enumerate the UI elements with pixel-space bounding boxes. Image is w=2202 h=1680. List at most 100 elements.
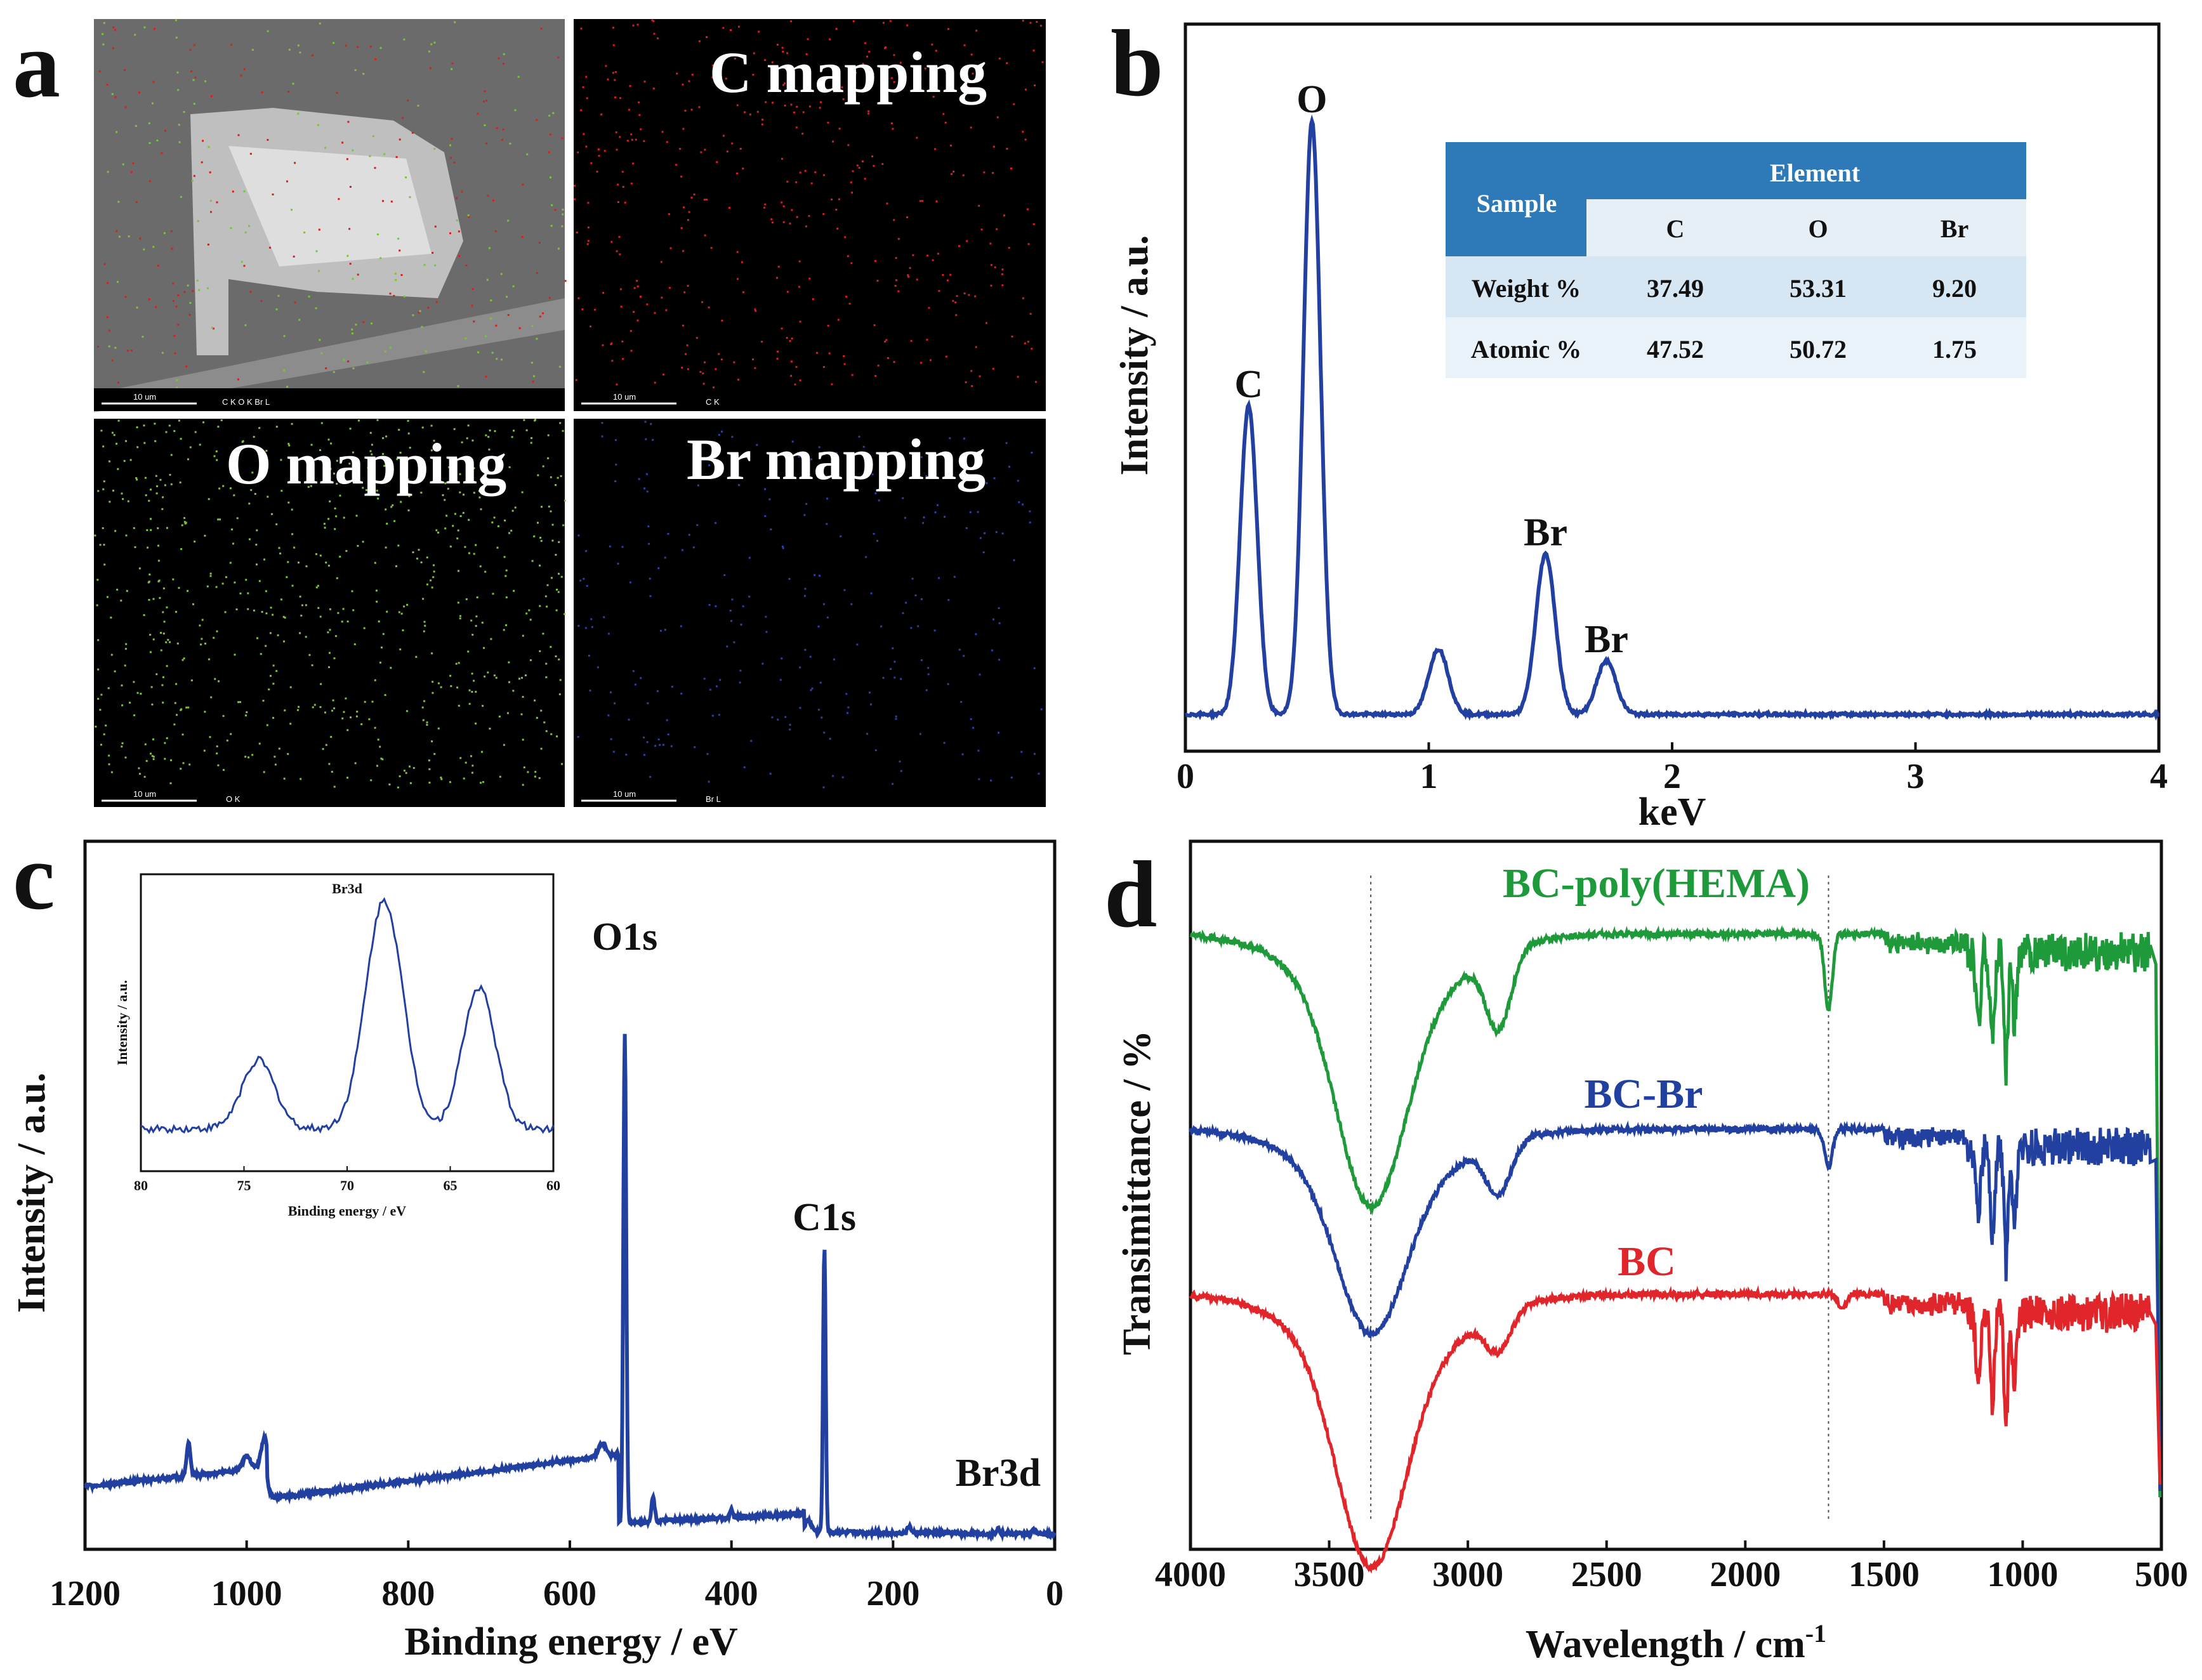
map-dot [134, 546, 136, 548]
map-dot [103, 563, 106, 566]
map-dot [947, 599, 950, 601]
map-dot [394, 272, 397, 275]
map-dot [550, 476, 552, 478]
map-dot [379, 661, 381, 664]
map-dot [949, 273, 952, 276]
map-dot [390, 200, 393, 203]
table-cell: 47.52 [1647, 335, 1704, 364]
map-dot [240, 74, 242, 77]
map-dot [421, 706, 424, 709]
map-dot [507, 220, 510, 222]
map-dot [947, 28, 949, 30]
map-dot [189, 446, 192, 449]
map-dot [965, 84, 968, 87]
inset-x-tick-label: 60 [546, 1178, 560, 1193]
map-dot [355, 464, 357, 466]
map-dot [468, 552, 470, 555]
map-dot [315, 250, 318, 253]
map-dot [122, 498, 124, 501]
map-dot [318, 228, 320, 231]
map-dot [343, 358, 345, 361]
map-dot [928, 306, 930, 309]
map-dot [490, 638, 492, 640]
map-dot [313, 704, 316, 706]
map-dot [152, 102, 154, 105]
map-dot [925, 475, 928, 477]
map-dot [748, 595, 751, 598]
map-dot [605, 65, 607, 67]
map-dot [866, 733, 869, 735]
map-dot [615, 463, 617, 466]
map-dot [887, 357, 889, 359]
map-dot [666, 719, 668, 721]
map-dot [640, 677, 642, 679]
map-dot [178, 141, 181, 143]
map-dot [501, 139, 503, 141]
map-dot [786, 291, 789, 293]
map-dot [531, 325, 534, 327]
map-dot [847, 712, 848, 714]
map-dot [482, 781, 484, 784]
panel-b-frame [1183, 22, 2161, 753]
map-dot [475, 544, 477, 546]
map-dot [738, 484, 740, 487]
map-dot [602, 344, 604, 346]
map-dot [799, 320, 801, 323]
map-dot [862, 160, 864, 162]
map-dot [355, 324, 357, 326]
map-dot [470, 619, 473, 622]
map-dot [432, 576, 435, 579]
map-dot [796, 216, 798, 218]
map-dot [154, 440, 157, 442]
map-dot [402, 117, 404, 119]
map-dot [161, 351, 164, 354]
map-dot [522, 738, 524, 741]
x-tick-label: 0 [1177, 757, 1194, 796]
map-dot [220, 419, 223, 421]
map-dot [616, 250, 618, 253]
map-dot [958, 648, 961, 651]
map-dot [996, 116, 999, 119]
map-dot [893, 660, 896, 663]
map-dot [482, 705, 484, 707]
map-dot [353, 643, 356, 645]
element-table: Sample Element C O Br Weight % 37.49 53.… [1446, 142, 2026, 378]
table-element-header: Element [1770, 159, 1861, 187]
map-dot [601, 435, 603, 438]
map-dot [931, 43, 933, 46]
map-dot [663, 373, 665, 376]
map-dot [1001, 532, 1004, 535]
map-dot [702, 372, 704, 375]
map-dot [950, 144, 952, 147]
map-dot [241, 261, 243, 263]
map-dot [487, 195, 489, 197]
map-dot [194, 541, 196, 543]
map-dot [756, 443, 758, 446]
map-dot [327, 518, 330, 520]
map-dot [977, 511, 979, 513]
map-dot [889, 20, 892, 22]
map-dot [947, 683, 949, 685]
peak-label: O1s [592, 915, 657, 959]
map-dot [152, 758, 155, 761]
map-dot [628, 108, 630, 111]
map-dot [201, 638, 203, 640]
map-dot [582, 86, 584, 88]
map-dot [125, 643, 128, 645]
map-dot [161, 684, 164, 686]
map-dot [756, 110, 759, 113]
map-dot [1022, 297, 1024, 299]
map-dot [1029, 22, 1032, 24]
map-dot [953, 171, 955, 173]
map-dot [458, 662, 460, 664]
map-dot [790, 103, 793, 106]
map-dot [117, 381, 119, 384]
map-dot [343, 516, 345, 519]
map-dot [440, 778, 443, 780]
map-dot [993, 477, 996, 480]
map-dot [173, 300, 175, 302]
map-dot [506, 296, 508, 298]
map-dot [1040, 25, 1042, 27]
panel-c: c 1200 1000 800 600 400 200 0 Binding energy /… [10, 824, 1064, 1664]
map-dot [481, 751, 483, 753]
